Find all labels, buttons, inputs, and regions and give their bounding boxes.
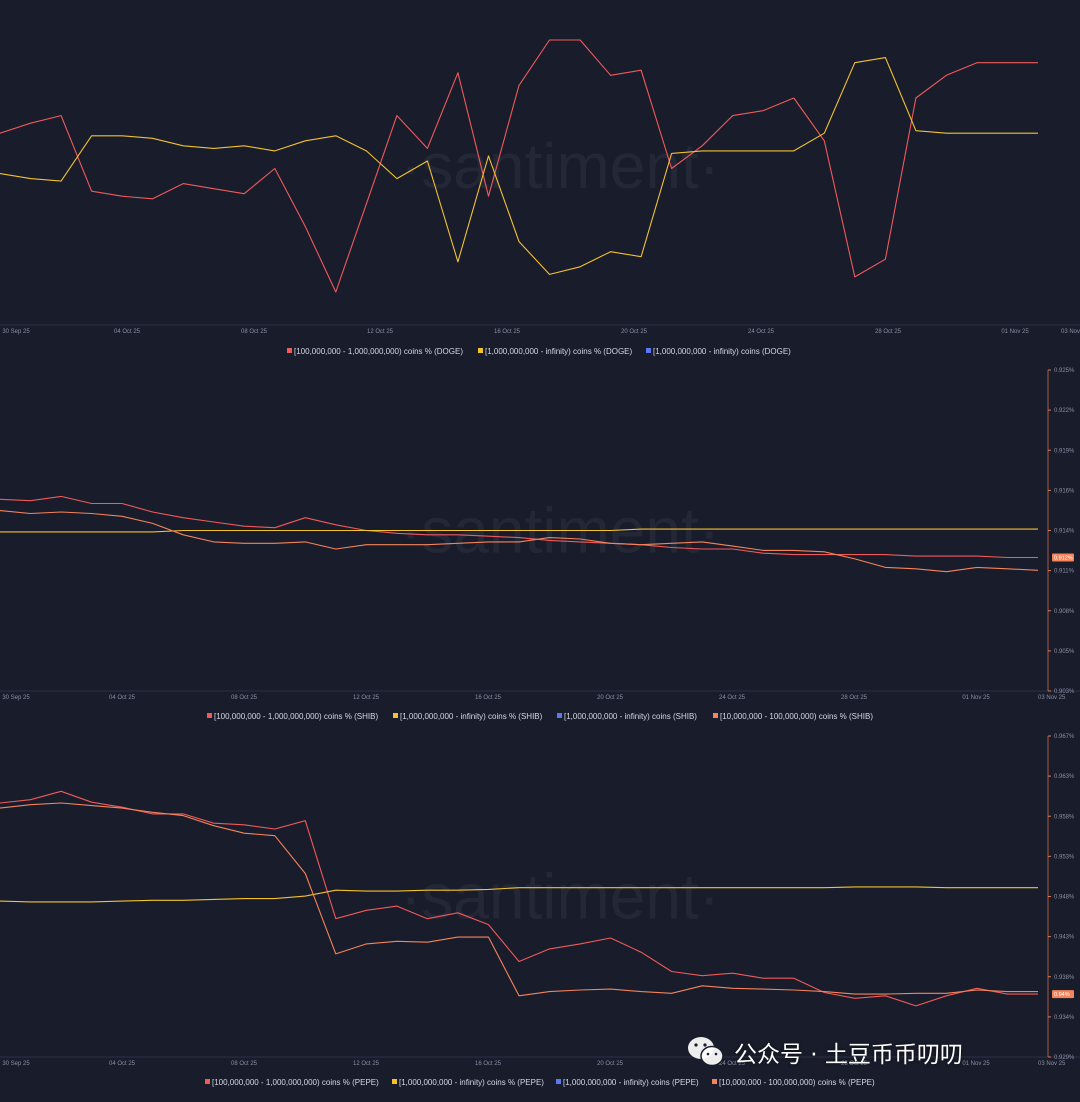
y-tick-label: 0.929% (1054, 1055, 1075, 1061)
wechat-account-watermark: 公众号 · 土豆币币叨叨 (686, 1034, 963, 1070)
x-tick-label: 16 Oct 25 (475, 695, 502, 701)
legend-swatch (712, 1079, 717, 1084)
series-line (0, 39, 1038, 293)
y-tick-label: 0.925% (1054, 368, 1075, 374)
legend-swatch (556, 1079, 561, 1084)
x-tick-label: 30 Sep 25 (2, 1061, 30, 1067)
x-tick-label: 03 Nov (1061, 329, 1080, 335)
legend-item[interactable]: [1,000,000,000 - infinity) coins % (SHIB… (400, 712, 543, 721)
current-value-label: 0.912% (1054, 555, 1073, 561)
legend-item[interactable]: [1,000,000,000 - infinity) coins % (DOGE… (485, 347, 633, 356)
x-tick-label: 16 Oct 25 (475, 1061, 502, 1067)
legend-item[interactable]: [100,000,000 - 1,000,000,000) coins % (P… (212, 1078, 379, 1087)
x-tick-label: 24 Oct 25 (719, 1061, 746, 1067)
y-tick-label: 0.903% (1054, 689, 1075, 695)
current-value-badge (1052, 553, 1074, 562)
pepe-chart: ·santiment· 0.967% 0.963% 0.958% 0.953% 0.948… (0, 734, 1080, 1087)
wechat-icon (688, 1037, 724, 1067)
x-tick-label: 03 Nov 25 (1038, 1061, 1066, 1067)
x-tick-label: 04 Oct 25 (109, 1061, 136, 1067)
x-tick-label: 28 Oct 25 (841, 695, 868, 701)
x-tick-label: 20 Oct 25 (621, 329, 648, 335)
y-tick-label: 0.905% (1054, 649, 1075, 655)
x-tick-label: 20 Oct 25 (597, 695, 624, 701)
x-tick-label: 04 Oct 25 (109, 695, 136, 701)
y-tick-label: 0.919% (1054, 448, 1075, 454)
x-tick-label: 28 Oct 25 (875, 329, 902, 335)
wechat-account-name: 公众号 · 土豆币币叨叨 (734, 1042, 963, 1068)
x-tick-label: 24 Oct 25 (748, 329, 775, 335)
x-tick-label: 28 Oct 25 (841, 1061, 868, 1067)
legend-swatch (713, 713, 718, 718)
y-tick-label: 0.953% (1054, 854, 1075, 860)
legend-item[interactable]: [1,000,000,000 - infinity) coins (PEPE) (563, 1078, 699, 1087)
x-tick-label: 08 Oct 25 (231, 695, 258, 701)
legend-swatch (557, 713, 562, 718)
legend-swatch (393, 713, 398, 718)
x-tick-label: 30 Sep 25 (2, 695, 30, 701)
legend-item[interactable]: [100,000,000 - 1,000,000,000) coins % (D… (294, 347, 463, 356)
x-tick-label: 01 Nov 25 (962, 695, 990, 701)
legend-swatch (287, 348, 292, 353)
x-tick-label: 12 Oct 25 (353, 1061, 380, 1067)
series-line (0, 802, 1038, 997)
x-tick-label: 04 Oct 25 (114, 329, 141, 335)
y-tick-label: 0.916% (1054, 488, 1075, 494)
y-tick-label: 0.938% (1054, 975, 1075, 981)
x-tick-label: 01 Nov 25 (962, 1061, 990, 1067)
series-line (0, 886, 1038, 903)
x-tick-label: 24 Oct 25 (719, 695, 746, 701)
x-tick-label: 08 Oct 25 (231, 1061, 258, 1067)
legend-swatch (205, 1079, 210, 1084)
current-value-badge (1052, 990, 1074, 999)
legend-item[interactable]: [1,000,000,000 - infinity) coins (DOGE) (653, 347, 791, 356)
y-tick-label: 0.967% (1054, 734, 1075, 740)
x-tick-label: 12 Oct 25 (367, 329, 394, 335)
pepe-chart-panel: ·santiment· 0.967% 0.963% 0.958% 0.953% 0.948… (0, 728, 1080, 1097)
y-tick-label: 0.922% (1054, 408, 1075, 414)
y-tick-label: 0.963% (1054, 774, 1075, 780)
y-tick-label: 0.914% (1054, 529, 1075, 535)
x-tick-label: 20 Oct 25 (597, 1061, 624, 1067)
y-tick-label: 0.958% (1054, 814, 1075, 820)
y-tick-label: 0.934% (1054, 1015, 1075, 1021)
legend-item[interactable]: [10,000,000 - 100,000,000) coins % (PEPE… (719, 1078, 875, 1087)
y-tick-label: 0.943% (1054, 935, 1075, 941)
legend-swatch (646, 348, 651, 353)
current-value-label: 0.94% (1054, 992, 1070, 998)
doge-chart: ·santiment· 30 Sep 25 04 Oct 25 08 Oct 25 12… (0, 39, 1080, 356)
series-line (0, 510, 1039, 573)
x-tick-label: 01 Nov 25 (1001, 329, 1029, 335)
x-tick-label: 16 Oct 25 (494, 329, 521, 335)
series-line (0, 57, 1038, 275)
x-tick-label: 12 Oct 25 (353, 695, 380, 701)
y-tick-label: 0.911% (1054, 569, 1075, 575)
santiment-watermark: ·santiment· (400, 130, 720, 202)
legend-item[interactable]: [10,000,000 - 100,000,000) coins % (SHIB… (720, 712, 873, 721)
legend-item[interactable]: [1,000,000,000 - infinity) coins % (PEPE… (399, 1078, 544, 1087)
x-tick-label: 30 Sep 25 (2, 329, 30, 335)
x-tick-label: 08 Oct 25 (241, 329, 268, 335)
y-tick-label: 0.948% (1054, 895, 1075, 901)
doge-chart-panel: ·santiment· 30 Sep 25 04 Oct 25 08 Oct 25 12… (0, 0, 1080, 362)
y-tick-label: 0.908% (1054, 609, 1075, 615)
legend-swatch (478, 348, 483, 353)
legend-swatch (207, 713, 212, 718)
series-line (0, 790, 1038, 1007)
legend-item[interactable]: [1,000,000,000 - infinity) coins (SHIB) (564, 712, 697, 721)
shib-chart-panel: ·santiment· 0.925% 0.922% 0.919% 0.916% 0.914… (0, 362, 1080, 728)
series-line (0, 495, 1038, 559)
santiment-watermark: ·santiment· (400, 861, 720, 933)
legend-swatch (392, 1079, 397, 1084)
shib-chart: ·santiment·0.925%0.922%0.919%0.916%0.914… (0, 368, 1080, 721)
x-tick-label: 03 Nov 25 (1038, 695, 1066, 701)
legend-item[interactable]: [100,000,000 - 1,000,000,000) coins % (S… (214, 712, 378, 721)
